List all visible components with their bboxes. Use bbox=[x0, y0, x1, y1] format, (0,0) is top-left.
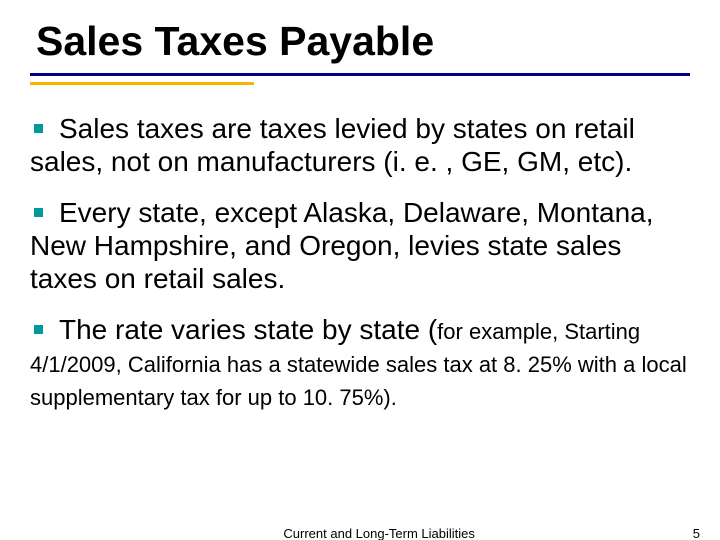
bullet-item: The rate varies state by state (for exam… bbox=[30, 313, 690, 412]
slide-title: Sales Taxes Payable bbox=[36, 18, 690, 65]
bullet-item: Sales taxes are taxes levied by states o… bbox=[30, 112, 690, 178]
square-bullet-icon bbox=[34, 325, 43, 334]
bullet-text: Sales taxes are taxes levied by states o… bbox=[30, 113, 635, 177]
bullet-item: Every state, except Alaska, Delaware, Mo… bbox=[30, 196, 690, 295]
accent-line bbox=[30, 82, 254, 85]
bullet-text: The rate varies state by state ( bbox=[59, 314, 437, 345]
bullet-text: Every state, except Alaska, Delaware, Mo… bbox=[30, 197, 654, 294]
square-bullet-icon bbox=[34, 124, 43, 133]
slide: Sales Taxes Payable Sales taxes are taxe… bbox=[0, 0, 720, 540]
footer-center-text: Current and Long-Term Liabilities bbox=[283, 526, 474, 540]
title-rule bbox=[30, 73, 690, 76]
page-number: 5 bbox=[693, 526, 700, 540]
title-accent bbox=[30, 82, 690, 98]
square-bullet-icon bbox=[34, 208, 43, 217]
